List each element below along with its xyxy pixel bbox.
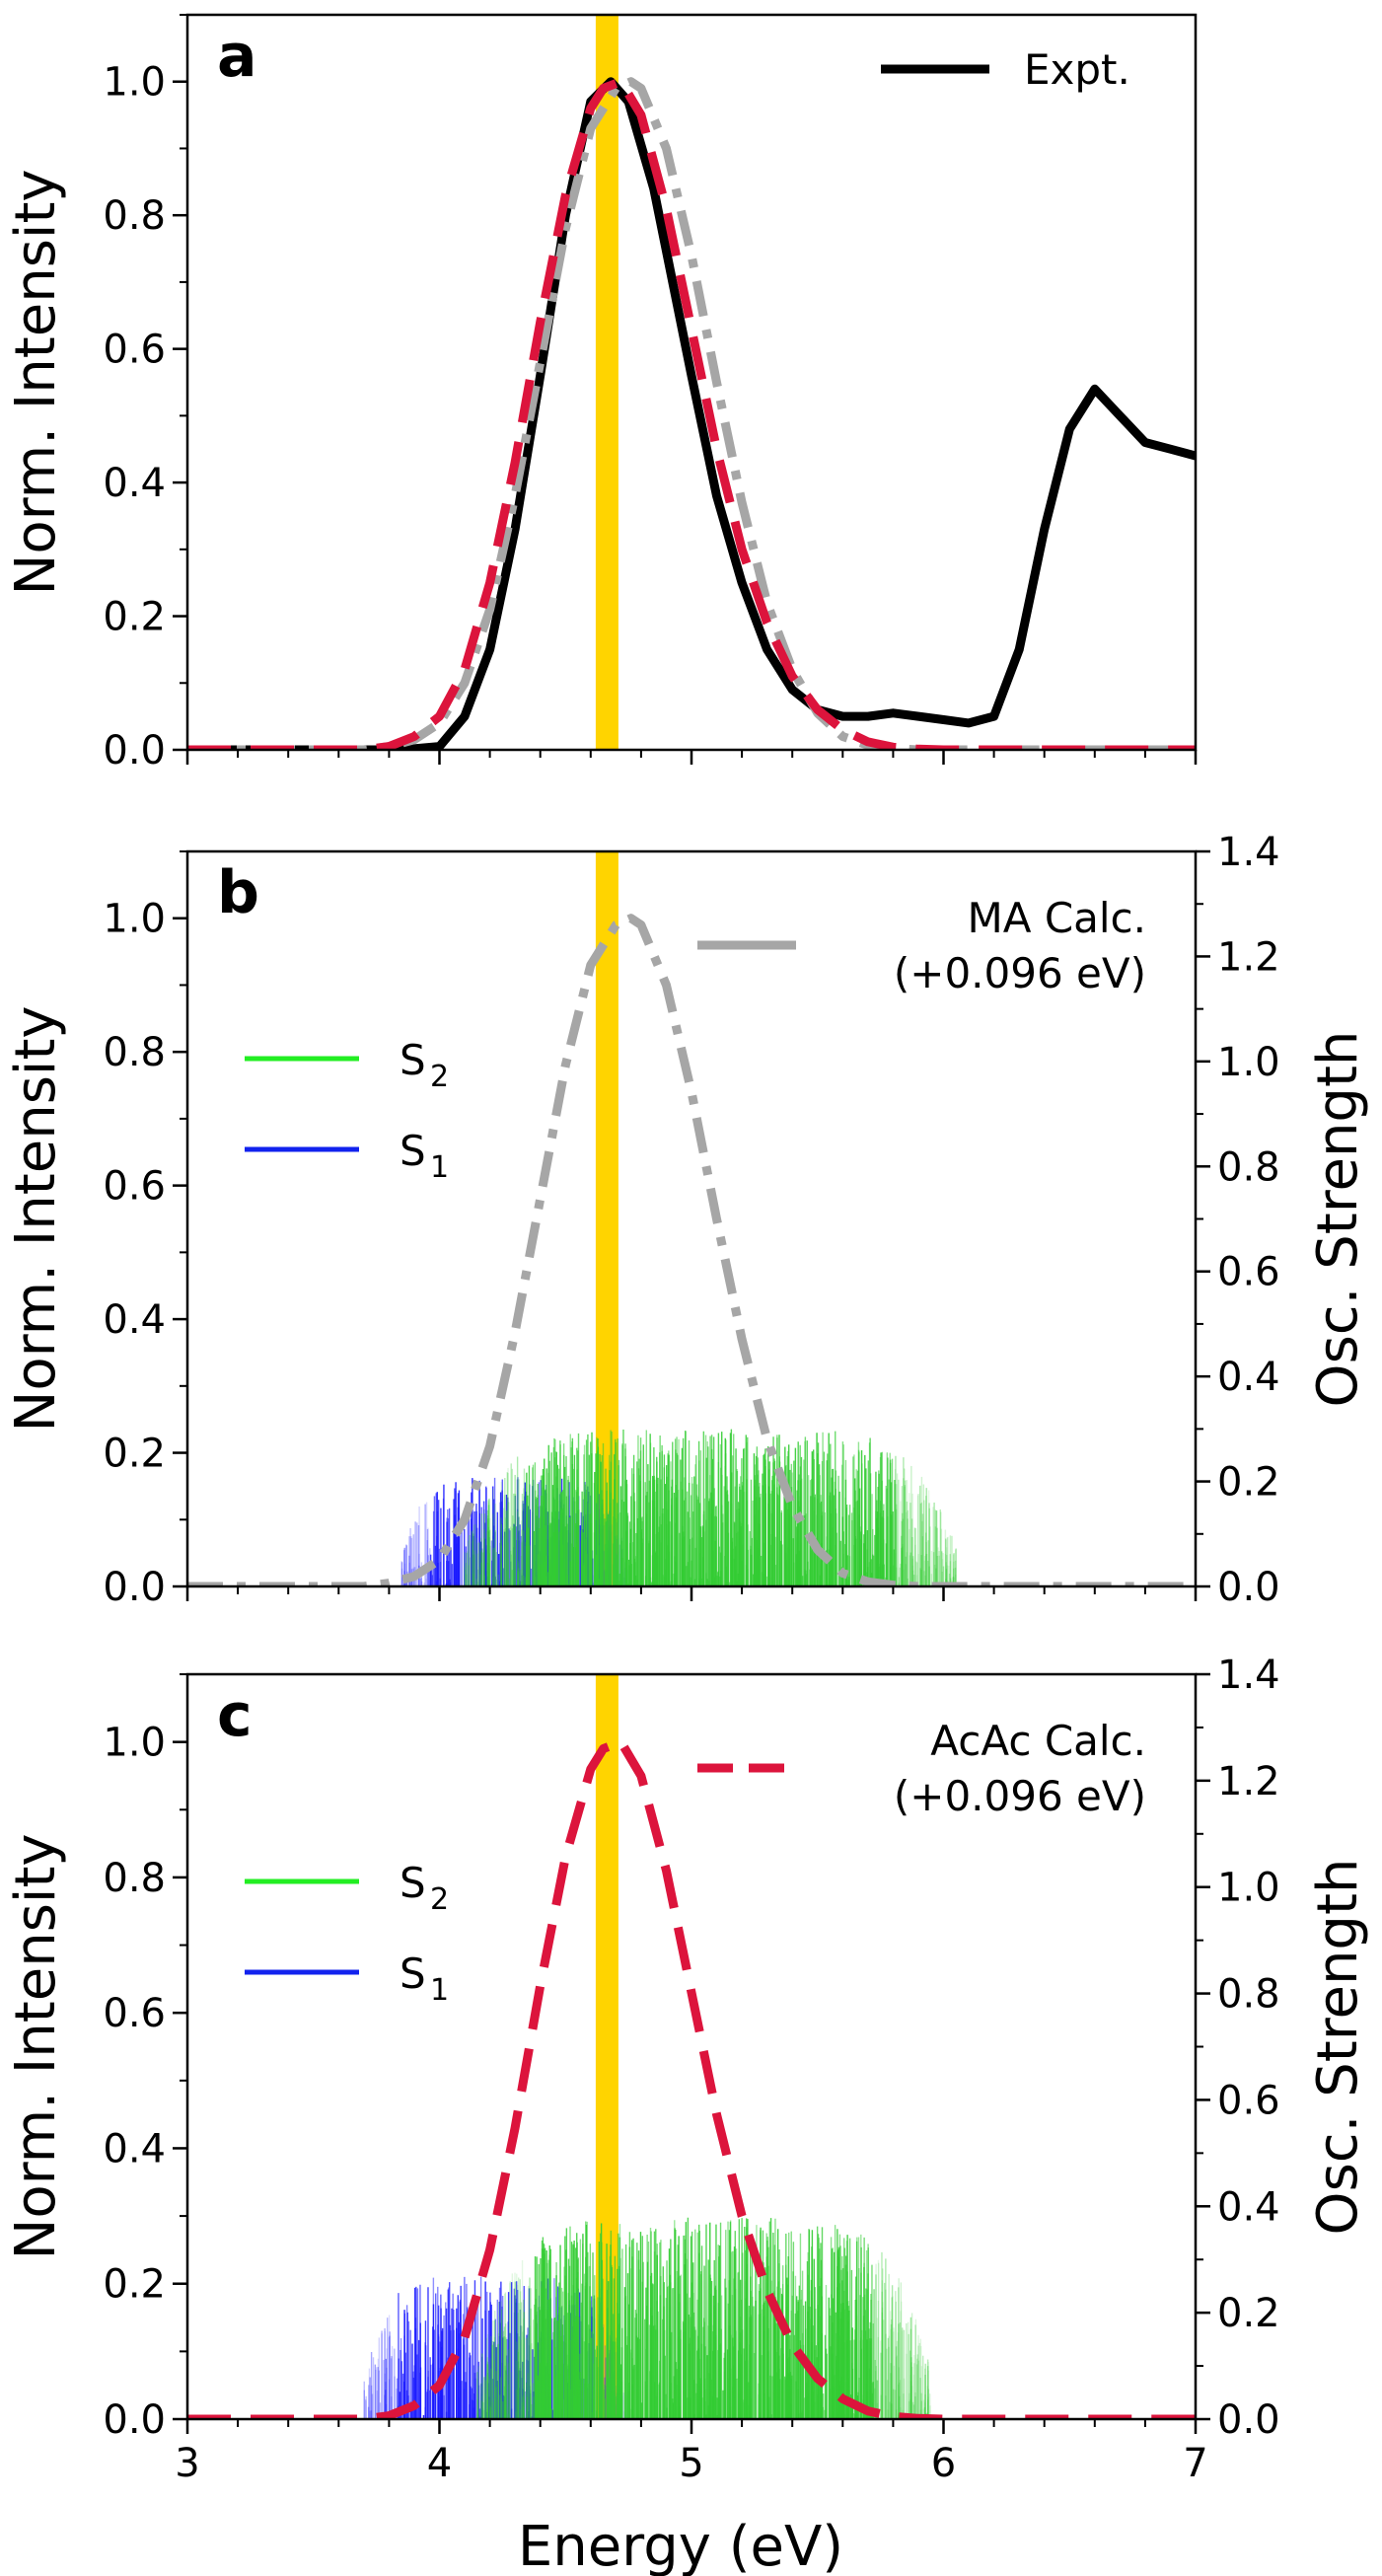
y-tick-label: 0.2 [103,1432,166,1477]
legend-calc-shift: (+0.096 eV) [894,949,1146,997]
legend-calc-shift: (+0.096 eV) [894,1772,1146,1820]
panel-letter: b [217,858,259,927]
y2-tick-label: 0.6 [1217,1250,1280,1295]
legend-expt-label: Expt. [1024,45,1130,94]
y2-tick-label: 0.8 [1217,1972,1280,2018]
y-tick-label: 1.0 [103,1721,166,1766]
highlight-band [595,851,618,1586]
x-tick-label: 3 [175,2441,199,2486]
x-axis-label: Energy (eV) [518,2515,843,2576]
series-acac-calc-line [187,77,1196,750]
y-tick-label: 1.0 [103,897,166,942]
plot-area-a [187,15,1196,750]
y-tick-label: 0.4 [103,461,166,506]
x-tick-label: 5 [679,2441,703,2486]
y2-tick-label: 1.2 [1217,1759,1280,1804]
legend-state-subscript: 2 [430,1060,449,1094]
y2-tick-label: 0.0 [1217,2397,1280,2443]
y-tick-label: 0.0 [103,728,166,773]
y2-tick-label: 0.4 [1217,2184,1280,2230]
x-tick-label: 7 [1183,2441,1207,2486]
y-axis-label: Norm. Intensity [4,1833,68,2259]
series-acac-calc-line [187,1737,1196,2419]
panel-letter: a [217,22,257,91]
series-ma-calc-line [187,77,1196,750]
y2-tick-label: 0.2 [1217,1460,1280,1506]
panel-letter: c [217,1681,253,1750]
y2-tick-label: 1.0 [1217,1040,1280,1085]
highlight-band [595,15,618,750]
y-tick-label: 0.6 [103,1991,166,2036]
y-tick-label: 0.8 [103,1856,166,1901]
y2-tick-label: 0.6 [1217,2078,1280,2123]
y-tick-label: 0.6 [103,1164,166,1210]
legend-state-subscript: 2 [430,1882,449,1917]
legend-state-label: S [400,1127,426,1175]
y-tick-label: 1.0 [103,60,166,106]
y-tick-label: 0.2 [103,595,166,640]
y2-tick-label: 0.0 [1217,1565,1280,1610]
y2-tick-label: 1.4 [1217,1653,1280,1698]
legend-state-subscript: 1 [430,1973,449,2008]
y2-axis-label: Osc. Strength [1306,1859,1370,2236]
y-tick-label: 0.0 [103,1565,166,1610]
y2-axis-label: Osc. Strength [1306,1031,1370,1408]
x-tick-label: 6 [931,2441,956,2486]
y2-tick-label: 0.4 [1217,1355,1280,1400]
y2-tick-label: 0.2 [1217,2291,1280,2336]
legend-state-label: S [400,1859,426,1907]
y-tick-label: 0.4 [103,2126,166,2171]
y2-tick-label: 0.8 [1217,1144,1280,1190]
y2-tick-label: 1.0 [1217,1866,1280,1911]
y-tick-label: 0.2 [103,2262,166,2308]
plot-area-b [187,851,1196,1586]
y-tick-label: 0.8 [103,1030,166,1075]
x-tick-label: 4 [427,2441,452,2486]
y-tick-label: 0.8 [103,193,166,239]
y2-tick-label: 1.2 [1217,934,1280,980]
y-tick-label: 0.4 [103,1297,166,1343]
series-ma-calc-line [187,914,1196,1586]
legend-state-label: S [400,1036,426,1084]
legend-state-label: S [400,1950,426,1998]
legend-state-subscript: 1 [430,1150,449,1185]
y-tick-label: 0.6 [103,328,166,373]
plot-area-c [187,1674,1196,2419]
y-tick-label: 0.0 [103,2397,166,2443]
y-axis-label: Norm. Intensity [4,1005,68,1432]
legend-calc-label: AcAc Calc. [930,1717,1146,1765]
y-axis-label: Norm. Intensity [4,169,68,595]
y2-tick-label: 1.4 [1217,830,1280,875]
legend-calc-label: MA Calc. [968,894,1147,942]
series-expt-line [187,77,1196,750]
